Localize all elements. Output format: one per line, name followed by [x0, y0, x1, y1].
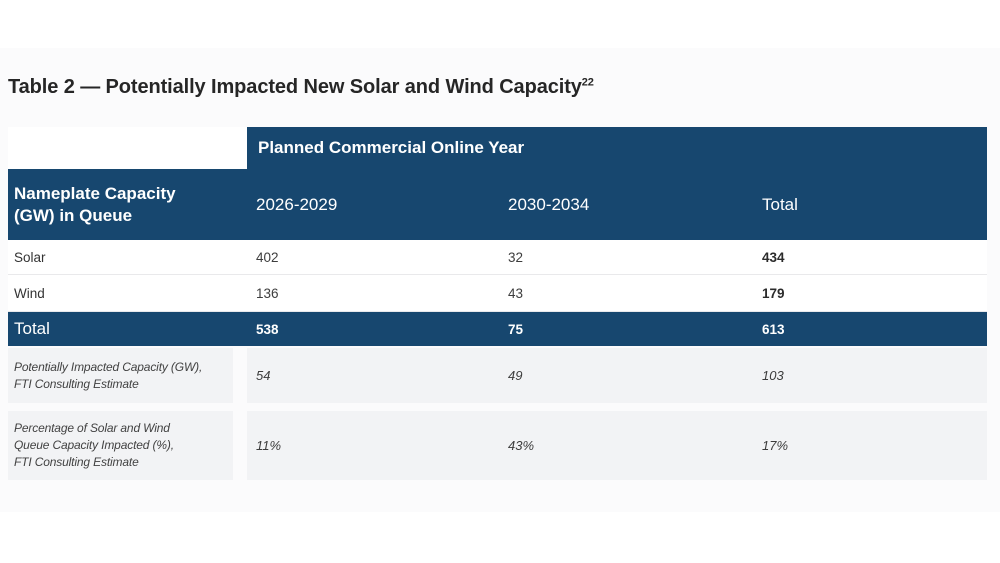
- cell-value: 49: [508, 368, 523, 383]
- row-label: Percentage of Solar and Wind Queue Capac…: [8, 411, 233, 480]
- column-gutter: [233, 312, 247, 346]
- row-label: Wind: [8, 275, 233, 312]
- row-values: 402 32 434: [247, 240, 987, 275]
- column-gutter: [233, 275, 247, 312]
- cell-value-total: 179: [762, 285, 785, 301]
- column-header-2026-2029: 2026-2029: [256, 194, 338, 214]
- column-header-row: Nameplate Capacity (GW) in Queue 2026-20…: [8, 169, 987, 240]
- column-gutter: [233, 411, 247, 480]
- row-values: 136 43 179: [247, 275, 987, 312]
- header-band-cell: Planned Commercial Online Year: [247, 127, 987, 169]
- cell-value: 17%: [762, 438, 789, 453]
- cell-value: 103: [762, 368, 784, 383]
- row-label: Solar: [8, 240, 233, 275]
- column-gutter: [233, 169, 247, 240]
- table-row-impacted-capacity: Potentially Impacted Capacity (GW), FTI …: [8, 348, 987, 403]
- table-title-text: Table 2 — Potentially Impacted New Solar…: [8, 76, 582, 98]
- row-label: Potentially Impacted Capacity (GW), FTI …: [8, 348, 233, 403]
- row-header-cell: Nameplate Capacity (GW) in Queue: [14, 183, 176, 225]
- row-values: 11% 43% 17%: [247, 411, 987, 480]
- row-values: 538 75 613: [247, 312, 987, 346]
- row-values: 54 49 103: [247, 348, 987, 403]
- column-header-cells: 2026-2029 2030-2034 Total: [247, 169, 987, 240]
- header-band-spacer: [8, 127, 233, 169]
- header-band-label: Planned Commercial Online Year: [258, 138, 525, 157]
- row-label: Total: [14, 319, 50, 338]
- table-title: Table 2 — Potentially Impacted New Solar…: [8, 76, 594, 99]
- header-band-row: Planned Commercial Online Year: [8, 127, 987, 169]
- table-row-wind: Wind 136 43 179: [8, 275, 987, 312]
- cell-value: 75: [508, 321, 524, 337]
- cell-value: 43%: [508, 438, 535, 453]
- column-gutter: [233, 348, 247, 403]
- column-header-total: Total: [762, 194, 798, 214]
- cell-value: 136: [256, 285, 279, 301]
- cell-value: 402: [256, 249, 279, 265]
- table-row-total: Total 538 75 613: [8, 312, 987, 346]
- column-gutter: [233, 240, 247, 275]
- row-spacer: [8, 403, 987, 411]
- table-row-solar: Solar 402 32 434: [8, 240, 987, 275]
- cell-value-total: 434: [762, 249, 785, 265]
- cell-value: 54: [256, 368, 271, 383]
- table-title-footnote: 22: [581, 76, 594, 89]
- cell-value: 538: [256, 321, 279, 337]
- column-header-2030-2034: 2030-2034: [508, 194, 590, 214]
- capacity-table: Planned Commercial Online Year Nameplate…: [8, 127, 987, 480]
- cell-value: 43: [508, 285, 524, 301]
- cell-value-total: 613: [762, 321, 785, 337]
- cell-value: 11%: [256, 438, 282, 453]
- cell-value: 32: [508, 249, 524, 265]
- table-row-percentage-impacted: Percentage of Solar and Wind Queue Capac…: [8, 411, 987, 480]
- column-gutter: [233, 127, 247, 169]
